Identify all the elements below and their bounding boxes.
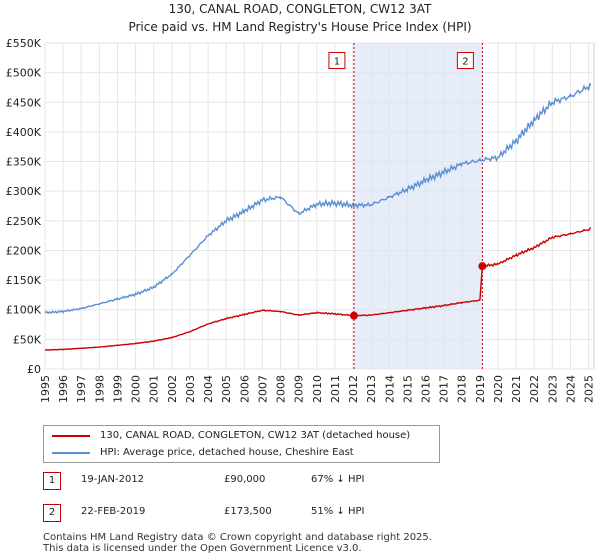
legend-swatch-property — [52, 435, 90, 437]
sale-row: 1 19-JAN-2012 £90,000 67% ↓ HPI — [43, 472, 463, 492]
y-tick-label: £550K — [6, 37, 42, 50]
x-tick-label: 2001 — [148, 375, 161, 403]
shaded-period — [353, 43, 483, 369]
sale-label-box — [456, 51, 474, 69]
x-tick-label: 2023 — [546, 375, 559, 403]
sale-price: £173,500 — [224, 506, 272, 517]
sale-label: 2 — [462, 56, 468, 67]
x-tick-label: 2000 — [130, 375, 143, 403]
x-tick-label: 2016 — [419, 375, 432, 403]
sale-label-box — [328, 51, 346, 69]
x-tick-label: 1998 — [93, 375, 106, 403]
sale-number-badge: 1 — [43, 472, 61, 490]
x-tick-label: 2002 — [166, 375, 179, 403]
legend-swatch-hpi — [52, 452, 90, 454]
y-tick-label: £0 — [27, 363, 41, 376]
x-tick-label: 2014 — [383, 375, 396, 403]
x-tick-label: 2022 — [528, 375, 541, 403]
x-tick-label: 2011 — [329, 375, 342, 403]
x-tick-label: 1996 — [57, 375, 70, 403]
x-tick-label: 2018 — [456, 375, 469, 403]
sale-number-badge: 2 — [43, 504, 61, 522]
y-tick-label: £250K — [6, 215, 42, 228]
x-tick-label: 1995 — [39, 375, 52, 403]
x-tick-label: 2007 — [256, 375, 269, 403]
x-tick-label: 1997 — [75, 375, 88, 403]
sale-price: £90,000 — [224, 474, 266, 485]
chart-subtitle: Price paid vs. HM Land Registry's House … — [128, 20, 471, 34]
y-tick-label: £200K — [6, 244, 42, 257]
x-tick-label: 2004 — [202, 375, 215, 403]
x-tick-label: 2020 — [492, 375, 505, 403]
x-tick-label: 2024 — [564, 375, 577, 403]
series-hpi-line — [44, 82, 592, 315]
sale-point — [478, 262, 487, 271]
footer-line-1: Contains HM Land Registry data © Crown c… — [43, 532, 432, 543]
y-tick-label: £450K — [6, 96, 42, 109]
sale-label: 1 — [334, 56, 340, 67]
x-tick-label: 2006 — [238, 375, 251, 403]
x-tick-label: 2013 — [365, 375, 378, 403]
x-tick-label: 2021 — [510, 375, 523, 403]
sale-hpi-diff: 67% ↓ HPI — [311, 474, 365, 485]
footer-line-2: This data is licensed under the Open Gov… — [43, 543, 362, 554]
y-tick-label: £500K — [6, 67, 42, 80]
x-tick-label: 2010 — [311, 375, 324, 403]
y-tick-label: £350K — [6, 156, 42, 169]
x-tick-label: 2012 — [347, 375, 360, 403]
y-tick-label: £50K — [13, 333, 42, 346]
legend-label-hpi: HPI: Average price, detached house, Ches… — [100, 447, 354, 458]
x-tick-label: 2009 — [293, 375, 306, 403]
x-tick-label: 2003 — [184, 375, 197, 403]
y-tick-label: £150K — [6, 274, 42, 287]
x-tick-label: 2015 — [401, 375, 414, 403]
legend: 130, CANAL ROAD, CONGLETON, CW12 3AT (de… — [43, 425, 440, 463]
y-tick-label: £300K — [6, 185, 42, 198]
chart-title: 130, CANAL ROAD, CONGLETON, CW12 3AT — [169, 2, 432, 16]
sale-row: 2 22-FEB-2019 £173,500 51% ↓ HPI — [43, 504, 463, 524]
sale-date: 19-JAN-2012 — [81, 474, 145, 485]
x-tick-label: 2008 — [275, 375, 288, 403]
sale-date: 22-FEB-2019 — [81, 506, 146, 517]
legend-label-property: 130, CANAL ROAD, CONGLETON, CW12 3AT (de… — [100, 430, 411, 441]
sale-hpi-diff: 51% ↓ HPI — [311, 506, 365, 517]
x-tick-label: 2017 — [438, 375, 451, 403]
x-tick-label: 2005 — [220, 375, 233, 403]
footer-attribution: Contains HM Land Registry data © Crown c… — [43, 532, 432, 554]
x-tick-label: 2025 — [583, 375, 596, 403]
sale-point — [349, 311, 358, 320]
x-tick-label: 1999 — [111, 375, 124, 403]
x-tick-label: 2019 — [474, 375, 487, 403]
y-tick-label: £100K — [6, 304, 42, 317]
price-chart: 130, CANAL ROAD, CONGLETON, CW12 3AT Pri… — [6, 2, 596, 403]
plot-area — [44, 42, 595, 370]
y-tick-label: £400K — [6, 126, 42, 139]
series-property-line — [44, 226, 592, 351]
